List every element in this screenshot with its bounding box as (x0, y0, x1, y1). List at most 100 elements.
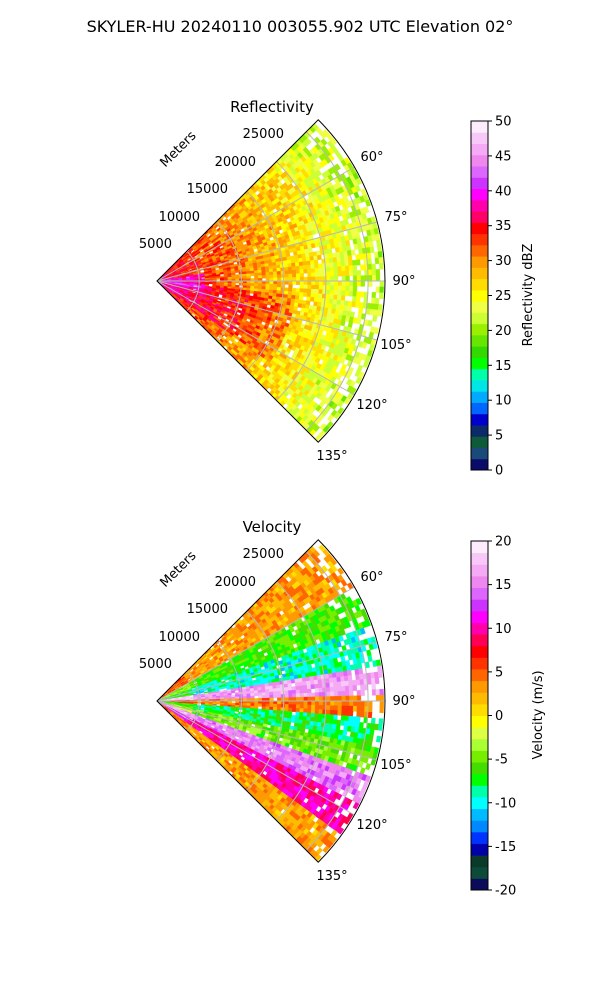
radar-gate (352, 285, 358, 292)
radar-gate (344, 260, 350, 267)
radar-gate (246, 693, 251, 697)
azimuth-tick-label-90: 90° (392, 274, 415, 289)
radar-gate (340, 320, 346, 327)
radar-gate (276, 287, 282, 291)
range-tick-label-15000: 15000 (187, 182, 228, 197)
radar-gate (280, 270, 285, 275)
radar-gate (284, 267, 289, 272)
radar-gate (318, 267, 323, 273)
radar-gate (318, 272, 324, 277)
radar-gate (307, 276, 312, 282)
radar-gate (254, 272, 259, 277)
radar-gate (337, 266, 342, 272)
radar-gate (302, 265, 308, 270)
radar-gate (295, 288, 301, 293)
radar-gate (296, 280, 301, 285)
radar-gate (288, 287, 293, 292)
radar-gate (318, 293, 323, 299)
radar-gate (310, 264, 316, 270)
radar-gate (242, 696, 248, 699)
radar-gate (254, 692, 259, 697)
radar-gate (372, 275, 377, 282)
radar-gate (296, 697, 301, 702)
radar-gate (359, 679, 365, 686)
range-tick-label-20000: 20000 (215, 155, 256, 170)
velocity-field (158, 544, 384, 862)
radar-gate (261, 269, 266, 273)
radar-gate (299, 696, 305, 702)
radar-gate (345, 285, 350, 292)
radar-gate (280, 690, 285, 695)
radar-gate (358, 668, 364, 675)
radar-gate (273, 694, 278, 699)
radar-gate (291, 262, 296, 268)
radar-gate (280, 697, 286, 702)
radar-gate (318, 285, 324, 290)
radar-gate (265, 691, 270, 696)
velocity-panel: Velocity 5000 10000 15000 20000 25000 Me… (139, 518, 546, 899)
radar-gate (337, 271, 343, 277)
radar-gate (326, 276, 331, 282)
radar-gate (295, 685, 300, 691)
radar-gate (311, 692, 316, 698)
radar-gate (314, 692, 320, 698)
radar-gate (340, 681, 346, 687)
azimuth-tick-label-60: 60° (360, 150, 383, 165)
radar-gate (280, 694, 286, 698)
radar-gate (340, 295, 346, 301)
radar-gate (261, 692, 266, 696)
radar-gate (334, 696, 339, 702)
radar-gate (280, 284, 286, 288)
radar-gate (325, 294, 331, 300)
radar-gate (299, 288, 304, 293)
radar-gate (250, 273, 255, 277)
colorbar-segment (471, 289, 488, 302)
radar-gate (292, 280, 297, 285)
radar-gate (299, 273, 305, 278)
radar-gate (304, 137, 312, 145)
radar-gate (288, 690, 293, 695)
radar-gate (379, 694, 384, 702)
radar-gate (269, 271, 274, 276)
radar-gate (269, 691, 274, 696)
radar-gate (306, 260, 311, 266)
radar-gate (288, 280, 293, 285)
colorbar-segment (471, 132, 488, 145)
radar-gate (370, 677, 376, 685)
radar-gate (315, 280, 320, 286)
colorbar-segment (471, 346, 488, 358)
radar-gate (294, 262, 300, 267)
radar-gate (379, 280, 384, 288)
radar-gate (353, 275, 358, 282)
radar-gate (280, 267, 285, 272)
radar-gate (307, 688, 312, 694)
colorbar-segment (471, 402, 488, 415)
radar-gate (307, 280, 312, 286)
radar-gate (254, 275, 259, 279)
radar-gate (216, 277, 221, 280)
radar-gate (356, 275, 362, 282)
radar-gate (276, 687, 281, 692)
radar-gate (356, 695, 362, 702)
radar-gate (325, 289, 331, 295)
radar-gate (355, 679, 361, 686)
radar-gate (250, 693, 255, 697)
radar-gate (307, 692, 312, 698)
radar-gate (375, 689, 381, 696)
reflectivity-panel: Reflectivity 5000 10000 15000 20000 2500… (139, 98, 536, 479)
radar-gate (377, 304, 383, 311)
radar-gate (272, 286, 278, 291)
radar-gate (314, 268, 320, 273)
colorbar-segment (471, 199, 488, 212)
radar-gate (340, 655, 346, 662)
radar-gate (375, 694, 381, 702)
radar-gate (299, 292, 304, 297)
radar-gate (193, 284, 198, 287)
radar-gate (371, 292, 377, 299)
radar-gate (234, 270, 240, 274)
radar-gate (375, 659, 382, 667)
velocity-title: Velocity (243, 518, 302, 536)
radar-gate (379, 286, 384, 294)
radar-gate (299, 280, 305, 286)
radar-gate (261, 286, 266, 290)
